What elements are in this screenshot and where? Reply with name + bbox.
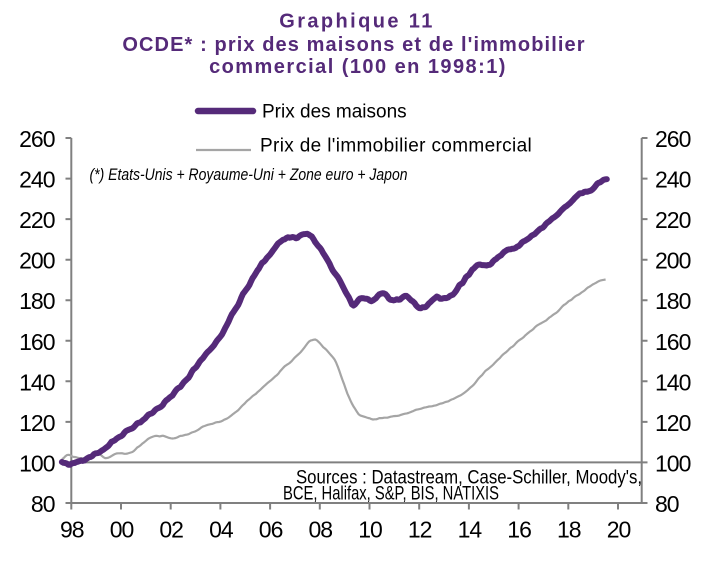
svg-text:120: 120 <box>19 410 55 436</box>
svg-text:220: 220 <box>655 207 691 233</box>
svg-text:Graphique 11: Graphique 11 <box>279 10 435 32</box>
svg-text:Prix de l'immobilier commercia: Prix de l'immobilier commercial <box>260 136 532 157</box>
svg-text:04: 04 <box>209 517 234 543</box>
svg-text:(*) Etats-Unis + Royaume-Uni +: (*) Etats-Unis + Royaume-Uni + Zone euro… <box>90 165 408 184</box>
svg-text:08: 08 <box>309 517 333 543</box>
svg-text:200: 200 <box>655 248 691 274</box>
svg-text:260: 260 <box>655 126 691 152</box>
svg-text:12: 12 <box>408 517 432 543</box>
svg-text:16: 16 <box>507 517 531 543</box>
svg-text:00: 00 <box>110 517 134 543</box>
svg-text:180: 180 <box>655 288 691 314</box>
svg-text:160: 160 <box>19 329 55 355</box>
svg-text:200: 200 <box>19 248 55 274</box>
svg-text:18: 18 <box>557 517 581 543</box>
svg-text:220: 220 <box>19 207 55 233</box>
svg-text:140: 140 <box>655 369 691 395</box>
svg-text:20: 20 <box>607 517 631 543</box>
svg-text:80: 80 <box>31 491 55 517</box>
svg-text:98: 98 <box>60 517 84 543</box>
svg-text:OCDE* : prix des maisons et de: OCDE* : prix des maisons et de l'immobil… <box>122 34 585 56</box>
svg-text:Sources : Datastream, Case-Sc: Sources : Datastream, Case-Schiller, Moo… <box>296 468 642 489</box>
svg-text:10: 10 <box>358 517 382 543</box>
svg-text:commercial (100 en 1998:1): commercial (100 en 1998:1) <box>209 56 507 78</box>
svg-text:02: 02 <box>159 517 183 543</box>
svg-text:BCE, Halifax, S&P, BIS, NATIX: BCE, Halifax, S&P, BIS, NATIXIS <box>283 484 499 505</box>
svg-text:140: 140 <box>19 369 55 395</box>
svg-text:100: 100 <box>19 450 55 476</box>
svg-text:180: 180 <box>19 288 55 314</box>
svg-text:100: 100 <box>655 450 691 476</box>
svg-text:14: 14 <box>458 517 483 543</box>
svg-text:240: 240 <box>19 167 55 193</box>
svg-text:Prix des maisons: Prix des maisons <box>262 102 407 123</box>
svg-text:240: 240 <box>655 167 691 193</box>
svg-text:260: 260 <box>19 126 55 152</box>
svg-text:06: 06 <box>259 517 283 543</box>
svg-text:120: 120 <box>655 410 691 436</box>
svg-text:80: 80 <box>655 491 679 517</box>
svg-text:160: 160 <box>655 329 691 355</box>
